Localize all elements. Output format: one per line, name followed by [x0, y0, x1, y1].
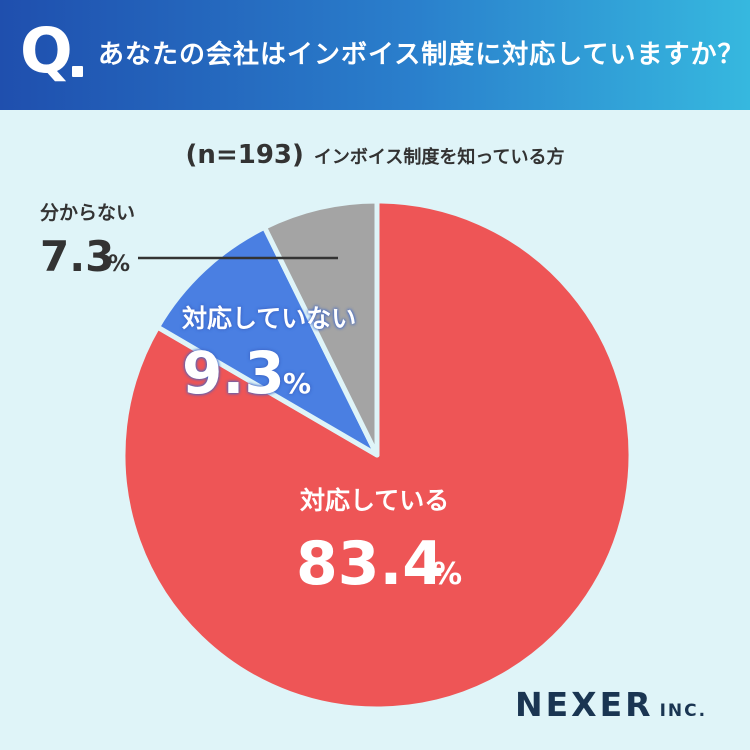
question-text: あなたの会社はインボイス制度に対応していますか？	[98, 40, 745, 70]
company-logo: NEXER INC.	[515, 688, 707, 721]
slice-responding	[120, 198, 634, 712]
q-dot	[72, 66, 83, 77]
slice-label-name: 対応していない	[182, 304, 357, 333]
chart-subtitle: (n=193) インボイス制度を知っている方	[0, 140, 750, 170]
sample-size: (n=193)	[185, 140, 304, 170]
slice-unknown	[262, 198, 380, 458]
slice-label-value: 7.3	[40, 232, 115, 281]
pie-slices	[120, 198, 634, 712]
slice-label-name: 分からない	[40, 202, 136, 224]
slice-label-value: 83.4	[296, 529, 445, 599]
header-banner: Q あなたの会社はインボイス制度に対応していますか？	[0, 0, 750, 110]
q-mark: Q	[20, 14, 73, 87]
logo-suffix: INC.	[659, 701, 708, 721]
slice-label-unit: %	[432, 557, 463, 592]
logo-name: NEXER	[515, 685, 654, 724]
slice-label-unit: %	[283, 367, 312, 400]
slice-label-name: 対応している	[300, 486, 450, 515]
slice-label-unit: %	[108, 252, 131, 277]
slice-not-responding	[155, 224, 380, 458]
slice-label-value: 9.3	[182, 339, 285, 407]
respondent-description: インボイス制度を知っている方	[313, 147, 565, 168]
